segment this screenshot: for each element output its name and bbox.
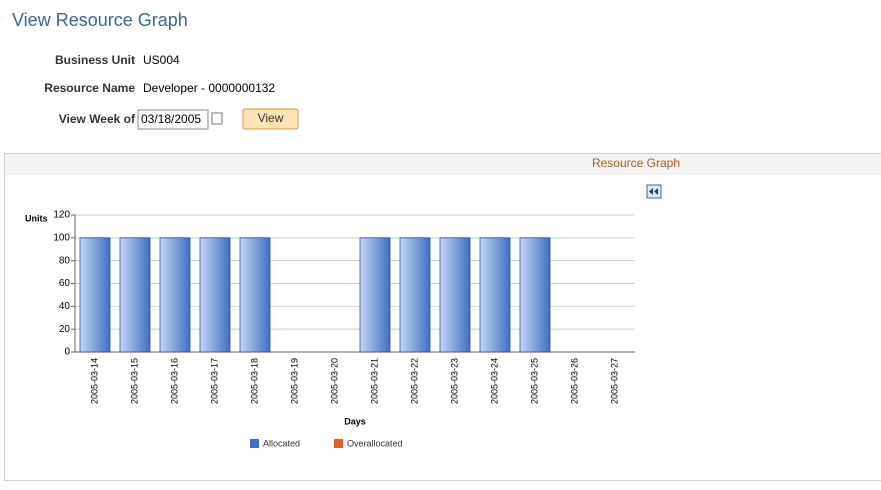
bar bbox=[359, 237, 391, 353]
field-label: Business Unit bbox=[55, 53, 135, 67]
y-tick-label: 60 bbox=[59, 278, 71, 289]
y-tick-label: 100 bbox=[53, 232, 70, 243]
field-value: US004 bbox=[143, 53, 180, 67]
week-value: 03/18/2005 bbox=[141, 112, 201, 126]
x-tick-label: 2005-03-22 bbox=[409, 358, 419, 404]
section-box bbox=[4, 153, 881, 481]
x-tick-label: 2005-03-15 bbox=[129, 358, 139, 404]
legend-swatch bbox=[334, 439, 343, 448]
x-tick-label: 2005-03-21 bbox=[369, 358, 379, 404]
x-tick-label: 2005-03-14 bbox=[89, 358, 99, 404]
y-tick-label: 0 bbox=[64, 347, 70, 358]
field-value: Developer - 0000000132 bbox=[143, 81, 275, 95]
y-tick-label: 80 bbox=[59, 255, 71, 266]
legend-label: Overallocated bbox=[347, 438, 403, 448]
bar bbox=[519, 237, 551, 353]
y-tick-label: 20 bbox=[59, 324, 71, 335]
bar bbox=[239, 237, 271, 353]
x-tick-label: 2005-03-20 bbox=[329, 358, 339, 404]
bar bbox=[199, 237, 231, 353]
legend-swatch bbox=[250, 439, 259, 448]
x-tick-label: 2005-03-16 bbox=[169, 358, 179, 404]
x-axis-label: Days bbox=[344, 416, 366, 426]
y-axis-label: Units bbox=[25, 213, 48, 223]
collapse-icon bbox=[649, 188, 658, 195]
x-tick-label: 2005-03-27 bbox=[609, 358, 619, 404]
bar bbox=[479, 237, 511, 353]
y-tick-label: 120 bbox=[53, 210, 70, 221]
view-button[interactable] bbox=[242, 108, 299, 130]
x-tick-label: 2005-03-17 bbox=[209, 358, 219, 404]
page-title: View Resource Graph bbox=[12, 10, 188, 30]
calendar-icon[interactable] bbox=[211, 112, 223, 125]
bar bbox=[119, 237, 151, 353]
week-input[interactable] bbox=[137, 109, 209, 130]
bar bbox=[399, 237, 431, 353]
bar bbox=[159, 237, 191, 353]
section-title: Resource Graph bbox=[592, 156, 680, 170]
legend-label: Allocated bbox=[263, 438, 300, 448]
x-tick-label: 2005-03-23 bbox=[449, 358, 459, 404]
section-header bbox=[5, 154, 881, 175]
x-tick-label: 2005-03-24 bbox=[489, 358, 499, 404]
week-label: View Week of bbox=[59, 112, 136, 126]
x-tick-label: 2005-03-26 bbox=[569, 358, 579, 404]
view-button-label: View bbox=[258, 111, 284, 125]
x-tick-label: 2005-03-18 bbox=[249, 358, 259, 404]
bar bbox=[79, 237, 111, 353]
field-label: Resource Name bbox=[44, 81, 135, 95]
x-tick-label: 2005-03-25 bbox=[529, 358, 539, 404]
bar bbox=[439, 237, 471, 353]
y-tick-label: 40 bbox=[59, 301, 71, 312]
x-tick-label: 2005-03-19 bbox=[289, 358, 299, 404]
